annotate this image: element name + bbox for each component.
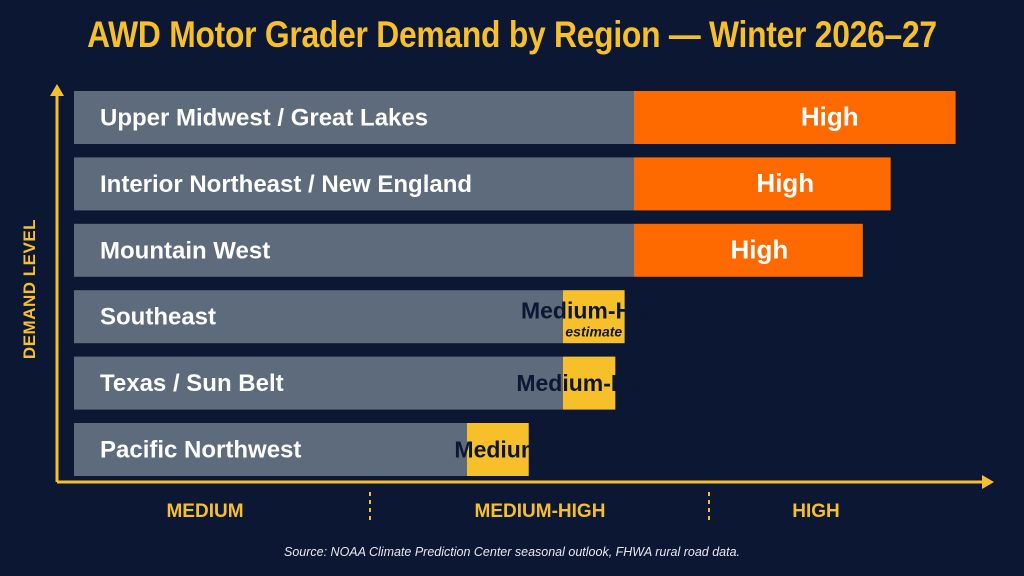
bar-base (74, 290, 563, 344)
category-label: Pacific Northwest (100, 437, 301, 464)
chart-title: AWD Motor Grader Demand by Region — Wint… (87, 14, 937, 55)
level-note: estimate (565, 324, 622, 340)
category-label: Interior Northeast / New England (100, 171, 472, 198)
x-tick-label: MEDIUM-HIGH (475, 501, 606, 522)
category-label: Southeast (100, 304, 216, 331)
bar-base (74, 423, 467, 476)
x-axis-arrow (982, 475, 994, 489)
level-label: Medium-High (521, 298, 667, 324)
bar-base (74, 356, 563, 410)
bar-level (634, 223, 863, 277)
x-tick-label: MEDIUM (166, 501, 243, 522)
category-label: Upper Midwest / Great Lakes (100, 105, 428, 132)
bar-level (634, 157, 891, 211)
level-label: High (756, 168, 814, 198)
bar-base (74, 91, 634, 144)
bar-level (467, 423, 529, 476)
level-label: Medium-High (516, 370, 662, 396)
bar-level (634, 91, 956, 144)
category-label: Mountain West (100, 237, 270, 264)
level-label: Medium (454, 437, 541, 463)
x-tick-label: HIGH (792, 501, 840, 522)
bar-level (563, 356, 616, 410)
y-axis-label: DEMAND LEVEL (20, 218, 39, 360)
category-label: Texas / Sun Belt (100, 370, 284, 397)
source-note: Source: NOAA Climate Prediction Center s… (284, 545, 740, 559)
bar-base (74, 223, 634, 277)
level-label: High (801, 102, 859, 132)
bar-base (74, 157, 634, 211)
bar-level (563, 290, 625, 344)
level-label: High (731, 234, 789, 264)
y-axis-arrow (50, 84, 64, 96)
